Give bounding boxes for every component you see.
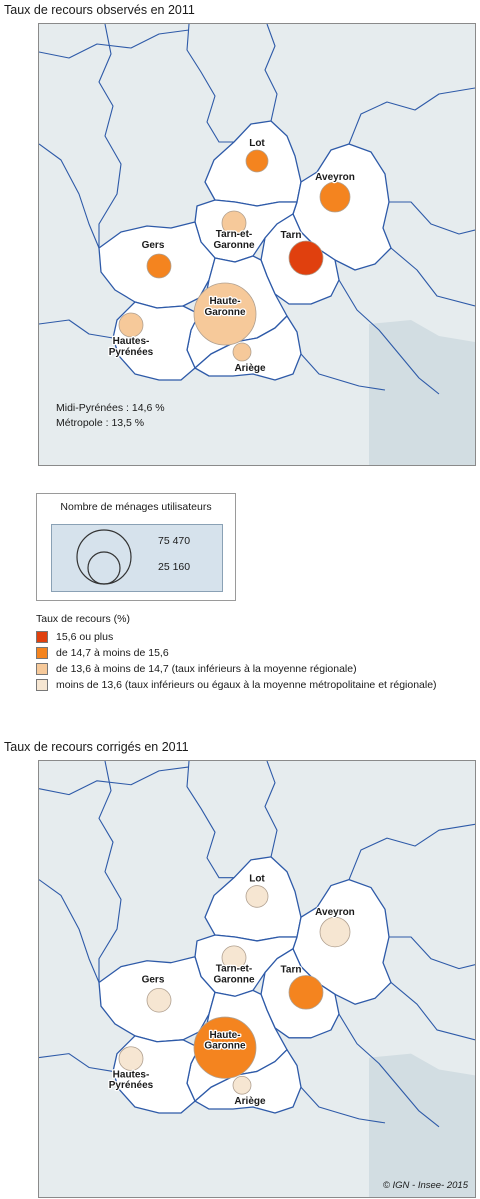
bubble-hautes-pyrenees — [118, 312, 144, 338]
map2-title: Taux de recours corrigés en 2011 — [4, 740, 189, 754]
label-haute-garonne: Haute-Garonne — [204, 296, 246, 318]
bubble-tarn-et-garonne — [221, 945, 247, 971]
neighbour-boundary — [348, 87, 475, 145]
neighbour-boundary — [389, 201, 475, 235]
bubble-gers — [146, 253, 172, 279]
legend-item: 15,6 ou plus — [36, 630, 113, 644]
size-value-small: 25 160 — [158, 561, 191, 573]
size-legend: Nombre de ménages utilisateurs 75 470 25… — [36, 493, 236, 601]
legend-item: moins de 13,6 (taux inférieurs ou égaux … — [36, 678, 437, 692]
neighbour-boundary — [348, 823, 475, 880]
size-legend-circles — [76, 529, 132, 585]
legend-swatch — [36, 647, 48, 659]
label-tarn: Tarn — [281, 230, 302, 241]
size-legend-panel: 75 470 25 160 — [51, 524, 223, 592]
map2-svg: Lot Aveyron Tarn-et-Garonne Tarn Gers Haute-G… — [39, 761, 475, 1197]
neighbour-boundary — [39, 29, 190, 59]
label-gers: Gers — [142, 975, 165, 986]
neighbour-boundary — [390, 982, 475, 1041]
legend-label: de 14,7 à moins de 15,6 — [56, 647, 169, 659]
label-aveyron: Aveyron — [315, 172, 355, 183]
size-value-large: 75 470 — [158, 535, 191, 547]
neighbour-boundary — [39, 143, 100, 249]
legend-swatch — [36, 663, 48, 675]
map1-svg: Lot Aveyron Tarn-et-Garonne Tarn Gers Haute-G… — [39, 24, 475, 465]
label-tarn-et-garonne: Tarn-et-Garonne — [213, 964, 255, 986]
bubble-lot — [245, 885, 269, 908]
label-haute-garonne: Haute-Garonne — [204, 1030, 246, 1052]
bubble-tarn — [288, 975, 324, 1010]
neighbour-boundary — [264, 24, 278, 122]
map1-title: Taux de recours observés en 2011 — [4, 3, 195, 17]
size-circle-small — [87, 551, 121, 585]
neighbour-boundary — [186, 761, 234, 879]
label-hautes-pyrenees: Hautes-Pyrénées — [109, 1069, 154, 1091]
label-ariege: Ariège — [234, 363, 266, 374]
bubble-tarn-et-garonne — [221, 210, 247, 236]
map1-frame: Lot Aveyron Tarn-et-Garonne Tarn Gers Haute-G… — [38, 23, 476, 466]
legend-label: 15,6 ou plus — [56, 631, 114, 643]
neighbour-boundary — [300, 1086, 386, 1124]
map2-frame: Lot Aveyron Tarn-et-Garonne Tarn Gers Haute-G… — [38, 760, 476, 1198]
bubble-gers — [146, 987, 172, 1013]
label-lot: Lot — [249, 874, 265, 885]
legend-swatch — [36, 631, 48, 643]
region-stat-metropole: Métropole : 13,5 % — [56, 417, 145, 429]
bubble-haute-garonne — [193, 1016, 257, 1079]
neighbour-boundary — [264, 761, 278, 858]
bubble-tarn — [288, 240, 324, 276]
size-circle-large — [76, 529, 132, 585]
neighbour-boundary — [98, 761, 122, 983]
label-hautes-pyrenees: Hautes-Pyrénées — [109, 336, 154, 358]
neighbour-boundary — [300, 353, 386, 391]
neighbour-boundary — [338, 1013, 440, 1128]
bubble-ariege — [232, 1075, 252, 1095]
label-lot: Lot — [249, 138, 265, 149]
credit-text: © IGN - Insee- 2015 — [382, 1180, 468, 1191]
neighbour-boundary — [39, 766, 190, 796]
neighbour-boundary — [390, 247, 475, 307]
region-stat-midi-pyrenees: Midi-Pyrénées : 14,6 % — [56, 402, 165, 414]
legend-item: de 14,7 à moins de 15,6 — [36, 646, 169, 660]
legend-swatch — [36, 679, 48, 691]
label-ariege: Ariège — [234, 1096, 266, 1107]
sea-shape — [369, 320, 475, 465]
label-tarn: Tarn — [281, 965, 302, 976]
legend-label: moins de 13,6 (taux inférieurs ou égaux … — [56, 679, 437, 691]
bubble-ariege — [232, 342, 252, 362]
label-gers: Gers — [142, 240, 165, 251]
neighbour-boundary — [39, 879, 100, 983]
neighbour-boundary — [39, 319, 114, 339]
neighbour-boundary — [389, 936, 475, 970]
bubble-aveyron — [319, 181, 351, 213]
neighbour-boundary — [186, 24, 234, 143]
bubble-haute-garonne — [193, 282, 257, 346]
neighbour-boundary — [39, 1053, 114, 1072]
bubble-aveyron — [319, 916, 351, 948]
neighbour-boundary — [338, 279, 440, 395]
label-tarn-et-garonne: Tarn-et-Garonne — [213, 229, 255, 251]
label-aveyron: Aveyron — [315, 907, 355, 918]
size-legend-title: Nombre de ménages utilisateurs — [60, 501, 212, 513]
neighbour-boundary — [98, 24, 122, 248]
class-legend-title: Taux de recours (%) — [36, 613, 130, 625]
legend-item: de 13,6 à moins de 14,7 (taux inférieurs… — [36, 662, 357, 676]
sea-shape — [369, 1053, 475, 1197]
legend-label: de 13,6 à moins de 14,7 (taux inférieurs… — [56, 663, 357, 675]
bubble-hautes-pyrenees — [118, 1046, 144, 1071]
bubble-lot — [245, 149, 269, 173]
